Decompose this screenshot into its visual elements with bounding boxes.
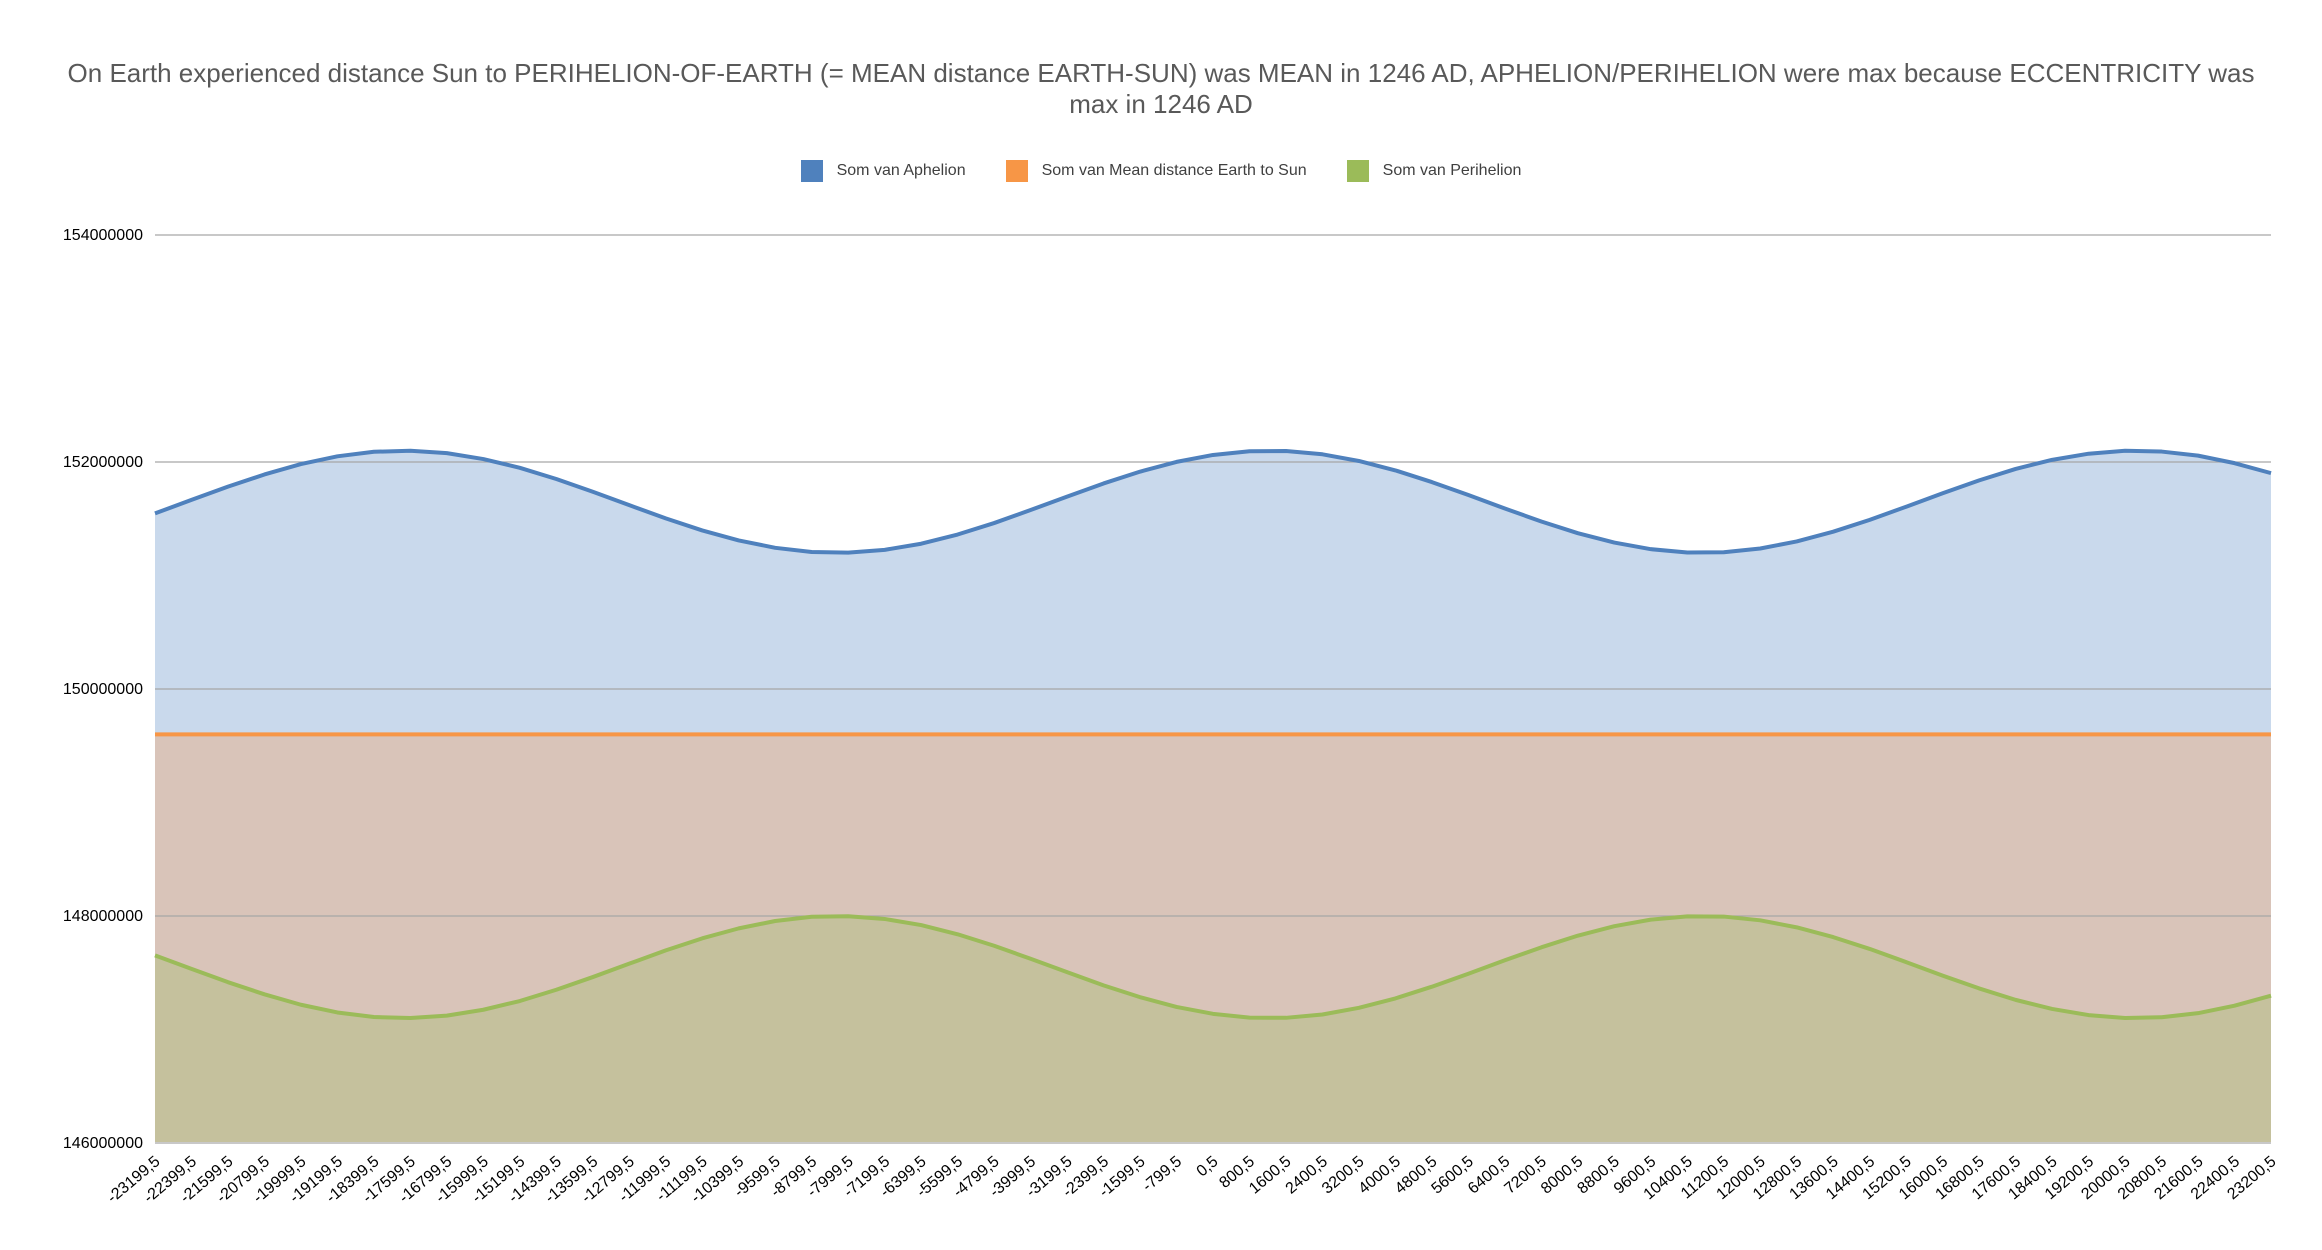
y-tick-label: 154000000 — [63, 227, 143, 244]
legend-item-mean: Som van Mean distance Earth to Sun — [1005, 160, 1307, 182]
legend-swatch-aphelion — [800, 160, 823, 182]
legend-item-perihelion: Som van Perihelion — [1346, 160, 1522, 182]
area-2 — [155, 916, 2271, 1143]
legend-label-perihelion: Som van Perihelion — [1382, 162, 1522, 179]
series-line-0 — [154, 448, 2272, 555]
x-tick-label: 0,5 — [1194, 1153, 1222, 1180]
y-tick-label: 146000000 — [63, 1135, 143, 1152]
legend-swatch-perihelion — [1346, 160, 1369, 182]
chart-title: On Earth experienced distance Sun to PER… — [67, 58, 2255, 119]
series-line-2 — [154, 914, 2272, 1021]
legend: Som van Aphelion Som van Mean distance E… — [0, 160, 2322, 182]
y-tick-label: 150000000 — [63, 681, 143, 698]
x-tick-label: -799,5 — [1139, 1153, 1185, 1195]
y-tick-label: 148000000 — [63, 908, 143, 925]
legend-swatch-mean — [1005, 160, 1028, 182]
y-tick-label: 152000000 — [63, 454, 143, 471]
legend-label-mean: Som van Mean distance Earth to Sun — [1041, 162, 1307, 179]
legend-label-aphelion: Som van Aphelion — [836, 162, 966, 179]
legend-item-aphelion: Som van Aphelion — [800, 160, 966, 182]
